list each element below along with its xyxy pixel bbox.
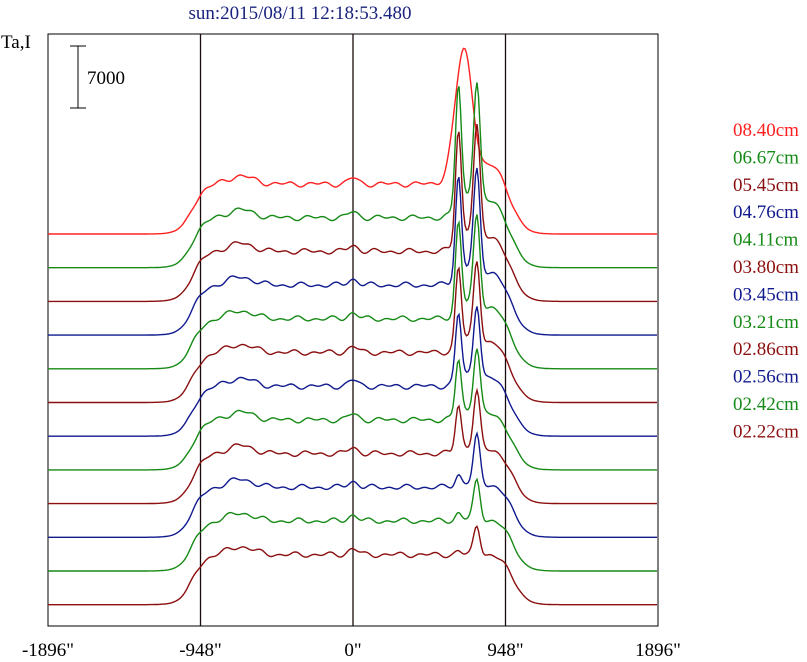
series-line-08.40cm xyxy=(48,47,657,235)
x-tick-label-3: 948" xyxy=(487,640,523,661)
series-line-03.21cm xyxy=(48,348,657,471)
legend-entry-08.40cm: 08.40cm xyxy=(733,120,799,141)
x-tick-label-1: -948" xyxy=(179,640,222,661)
legend-entry-03.21cm: 03.21cm xyxy=(733,312,799,333)
series-line-04.76cm xyxy=(48,167,657,336)
legend-entry-02.56cm: 02.56cm xyxy=(733,367,799,388)
chart-title: sun:2015/08/11 12:18:53.480 xyxy=(188,3,412,24)
series-line-02.56cm xyxy=(48,431,657,538)
series-line-05.45cm xyxy=(48,123,657,303)
series-line-04.11cm xyxy=(48,214,657,370)
legend-entry-04.76cm: 04.76cm xyxy=(733,202,799,223)
series-line-02.86cm xyxy=(48,387,657,505)
legend-entry-05.45cm: 05.45cm xyxy=(733,175,799,196)
legend-entry-04.11cm: 04.11cm xyxy=(733,230,798,251)
legend-entry-02.22cm: 02.22cm xyxy=(733,421,799,442)
series-line-02.42cm xyxy=(48,477,657,572)
x-tick-label-4: 1896" xyxy=(635,640,681,661)
legend-entry-06.67cm: 06.67cm xyxy=(733,147,799,168)
scale-bar-label: 7000 xyxy=(87,68,125,89)
series-line-03.80cm xyxy=(48,261,657,404)
series-line-02.22cm xyxy=(48,525,657,606)
x-tick-label-2: 0" xyxy=(344,640,361,661)
legend-entry-03.45cm: 03.45cm xyxy=(733,284,799,305)
series-line-06.67cm xyxy=(48,82,657,269)
legend-entry-02.42cm: 02.42cm xyxy=(733,394,799,415)
x-tick-label-0: -1896" xyxy=(22,640,74,661)
legend-entry-03.80cm: 03.80cm xyxy=(733,257,799,278)
series-line-03.45cm xyxy=(48,306,657,437)
legend-entry-02.86cm: 02.86cm xyxy=(733,339,799,360)
y-axis-label: Ta,I xyxy=(1,32,31,53)
